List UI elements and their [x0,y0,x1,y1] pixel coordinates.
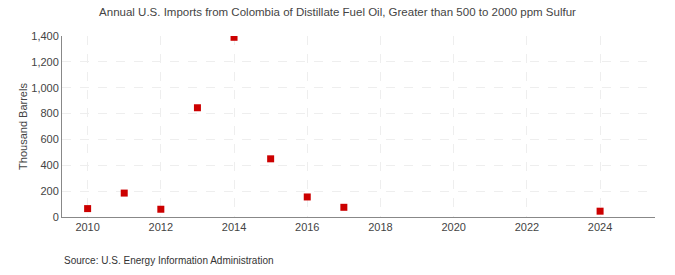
svg-text:1,200: 1,200 [31,56,59,68]
svg-text:2014: 2014 [222,221,246,233]
svg-text:2018: 2018 [368,221,392,233]
svg-text:200: 200 [40,185,58,197]
svg-text:2020: 2020 [441,221,465,233]
svg-text:2024: 2024 [588,221,612,233]
svg-text:600: 600 [40,133,58,145]
svg-text:2012: 2012 [149,221,173,233]
svg-text:2022: 2022 [515,221,539,233]
svg-text:Source: U.S. Energy Informatio: Source: U.S. Energy Information Administ… [64,255,274,266]
svg-text:1,000: 1,000 [31,82,59,94]
svg-text:0: 0 [53,211,59,223]
svg-text:1,400: 1,400 [31,30,59,42]
svg-text:Thousand Barrels: Thousand Barrels [17,83,29,170]
svg-text:800: 800 [40,107,58,119]
svg-text:2010: 2010 [75,221,99,233]
svg-text:400: 400 [40,159,58,171]
svg-text:Annual U.S. Imports from Colom: Annual U.S. Imports from Colombia of Dis… [99,6,576,18]
svg-text:2016: 2016 [295,221,319,233]
